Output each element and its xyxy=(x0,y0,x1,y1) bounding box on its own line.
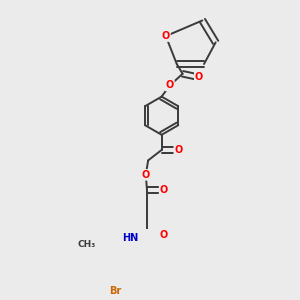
Text: O: O xyxy=(160,185,168,195)
Text: Br: Br xyxy=(109,286,121,296)
Text: O: O xyxy=(162,31,170,41)
Text: HN: HN xyxy=(122,233,138,243)
Text: CH₃: CH₃ xyxy=(77,240,96,249)
Text: O: O xyxy=(166,80,174,90)
Text: O: O xyxy=(160,230,168,240)
Text: O: O xyxy=(195,72,203,82)
Text: O: O xyxy=(174,145,182,155)
Text: O: O xyxy=(142,170,150,180)
